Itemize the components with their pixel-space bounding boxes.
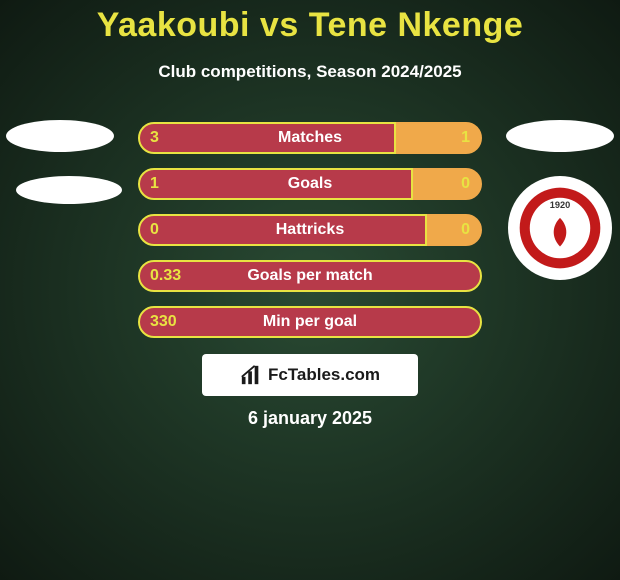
player1-photo-placeholder (6, 120, 114, 152)
player2-photo-placeholder (506, 120, 614, 152)
logo-text: FcTables.com (268, 365, 380, 385)
bar-value-left: 330 (150, 306, 177, 338)
bar-row: Hattricks0 0 (138, 214, 482, 246)
bar-value-right: 1 (461, 122, 470, 154)
generation-date: 6 january 2025 (0, 408, 620, 429)
bar-row: Goals per match0.33 (138, 260, 482, 292)
comparison-bars: Matches31Goals10Hattricks00Goals per mat… (138, 122, 482, 352)
bar-value-left: 1 (150, 168, 159, 200)
bar-label: Matches (138, 122, 482, 154)
comparison-card: Yaakoubi vs Tene Nkenge Club competition… (0, 0, 620, 580)
subtitle: Club competitions, Season 2024/2025 (0, 62, 620, 82)
bar-row: Goals1 0 (138, 168, 482, 200)
bar-value-left: 0.33 (150, 260, 181, 292)
bar-value-left: 0 (150, 214, 159, 246)
bar-row: Matches3 1 (138, 122, 482, 154)
badge-year: 1920 (550, 200, 571, 210)
bar-value-right: 0 (461, 214, 470, 246)
player2-club-badge: 1920 (508, 176, 612, 280)
fctables-logo[interactable]: FcTables.com (202, 354, 418, 396)
bar-label: Goals per match (138, 260, 482, 292)
bar-label: Hattricks (138, 214, 482, 246)
bar-chart-icon (240, 364, 262, 386)
bar-row: Min per goal330 (138, 306, 482, 338)
bar-value-left: 3 (150, 122, 159, 154)
bar-label: Min per goal (138, 306, 482, 338)
bar-label: Goals (138, 168, 482, 200)
bar-value-right: 0 (461, 168, 470, 200)
page-title: Yaakoubi vs Tene Nkenge (0, 6, 620, 45)
club-badge-icon: 1920 (518, 186, 602, 270)
player1-club-placeholder (16, 176, 122, 204)
